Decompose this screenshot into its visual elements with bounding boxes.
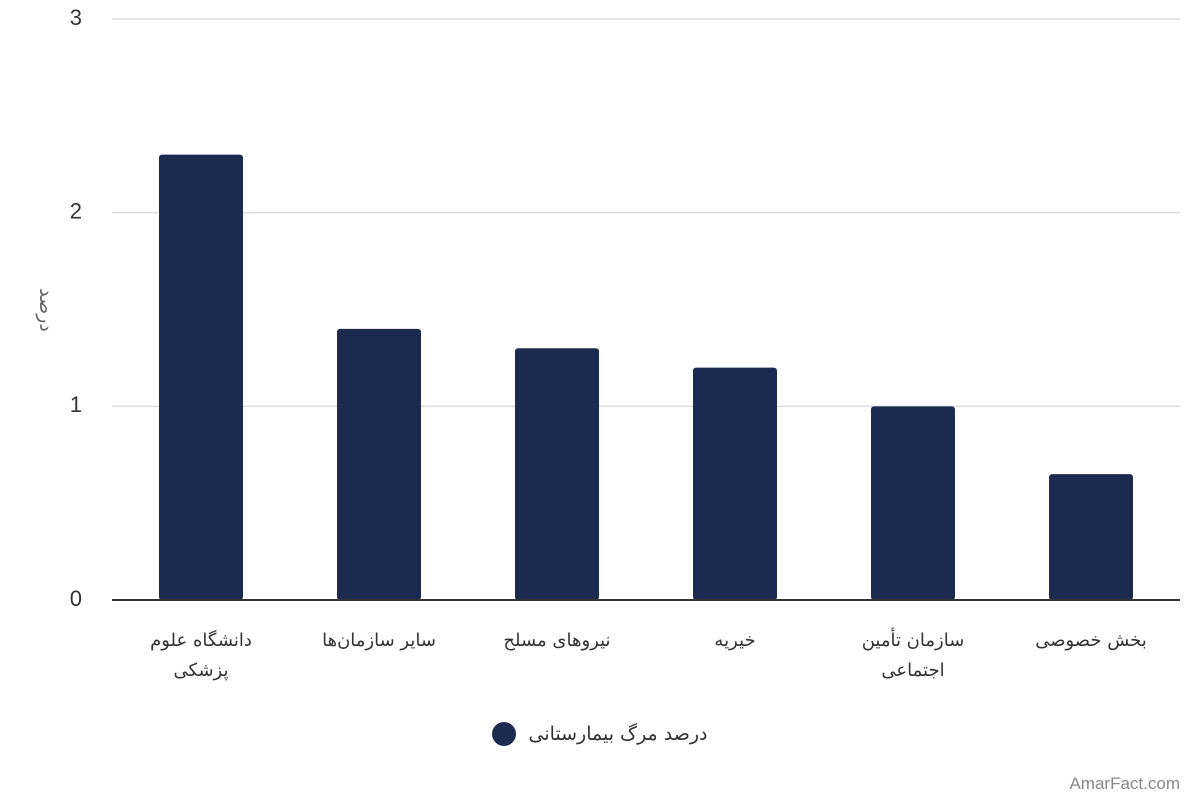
x-tick-label: سازمان تأمین اجتماعی	[861, 630, 965, 681]
x-tick-label: سایر سازمان‌ها	[322, 630, 436, 651]
x-tick-label: نیروهای مسلح	[503, 630, 611, 651]
bar	[515, 348, 599, 600]
legend-label: درصد مرگ بیمارستانی	[528, 723, 708, 745]
bar	[159, 154, 243, 601]
bar	[693, 367, 777, 600]
legend: درصد مرگ بیمارستانی	[0, 722, 1200, 746]
x-tick-label: دانشگاه علوم پزشکی	[150, 630, 252, 681]
bar	[337, 328, 421, 600]
y-tick-label: 3	[70, 5, 82, 30]
x-tick-label: خیریه	[714, 630, 756, 651]
y-tick-label: 1	[70, 392, 82, 417]
bar	[871, 406, 955, 600]
x-tick-label: بخش خصوصی	[1035, 630, 1147, 651]
watermark: AmarFact.com	[1069, 774, 1180, 793]
y-tick-label: 0	[70, 586, 82, 611]
y-tick-label: 2	[70, 198, 82, 223]
y-axis-label: درصد	[35, 288, 57, 332]
bar	[1049, 474, 1133, 600]
legend-swatch	[492, 722, 517, 746]
